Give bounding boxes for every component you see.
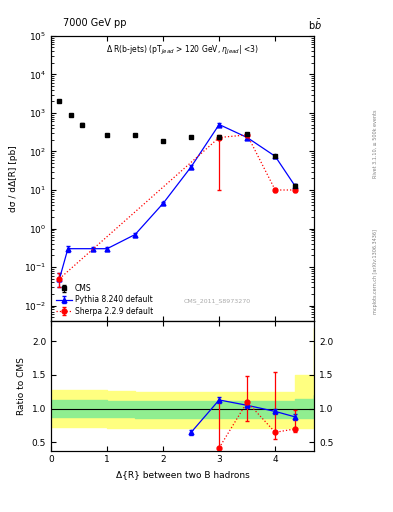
Text: mcplots.cern.ch [arXiv:1306.3436]: mcplots.cern.ch [arXiv:1306.3436] [373, 229, 378, 314]
Legend: CMS, Pythia 8.240 default, Sherpa 2.2.9 default: CMS, Pythia 8.240 default, Sherpa 2.2.9 … [55, 283, 154, 317]
X-axis label: Δ{R} between two B hadrons: Δ{R} between two B hadrons [116, 470, 250, 479]
Text: Rivet 3.1.10, ≥ 500k events: Rivet 3.1.10, ≥ 500k events [373, 109, 378, 178]
Y-axis label: Ratio to CMS: Ratio to CMS [17, 357, 26, 415]
Text: $\Delta$ R(b-jets) (pT$_{Jead}$ > 120 GeV, $\eta_{Jead}$| <3): $\Delta$ R(b-jets) (pT$_{Jead}$ > 120 Ge… [106, 45, 259, 57]
Y-axis label: dσ / dΔ[R] [pb]: dσ / dΔ[R] [pb] [9, 145, 18, 212]
Text: CMS_2011_S8973270: CMS_2011_S8973270 [184, 298, 251, 304]
Text: 7000 GeV pp: 7000 GeV pp [63, 18, 127, 28]
Text: b$\bar{b}$: b$\bar{b}$ [309, 18, 322, 32]
